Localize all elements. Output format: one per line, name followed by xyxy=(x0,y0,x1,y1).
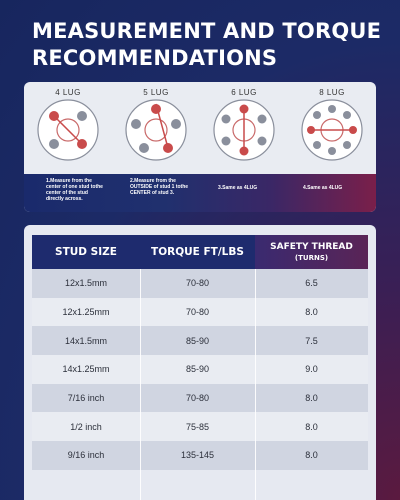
lug-diagram-6: 6 LUG xyxy=(200,82,288,212)
lug-diagram-4: 4 LUG xyxy=(24,82,112,212)
cell-torque: 70-80 xyxy=(185,393,210,404)
column-divider xyxy=(140,269,141,500)
cell-stud-size: 12x1.25mm xyxy=(62,307,110,318)
cell-stud-size: 14x1.5mm xyxy=(64,335,108,346)
cell-safety-thread: 9.0 xyxy=(305,364,318,375)
lug-note-8: 4.Same as 4LUG xyxy=(303,185,343,191)
table-row: 12x1.25mm 70-80 8.0 xyxy=(32,297,368,327)
wheel-5-lug-icon xyxy=(125,99,187,161)
header-safety-thread-label: SAFETY THREAD xyxy=(270,241,353,252)
lug-label: 8 LUG xyxy=(319,88,345,97)
table-header: STUD SIZE TORQUE FT/LBS SAFETY THREAD (T… xyxy=(32,235,368,269)
header-safety-thread: SAFETY THREAD (TURNS) xyxy=(255,235,368,269)
page-title: MEASUREMENT AND TORQUE RECOMMENDATIONS xyxy=(32,18,382,72)
table-row: 14x1.25mm 85-90 9.0 xyxy=(32,355,368,384)
lug-diagram-panel: 4 LUG 5 LUG 6 LUG xyxy=(24,82,376,212)
table-body: 12x1.5mm 70-80 6.5 12x1.25mm 70-80 8.0 1… xyxy=(32,269,368,470)
cell-stud-size: 14x1.25mm xyxy=(62,364,110,375)
cell-torque: 70-80 xyxy=(185,278,210,289)
title-line-2: RECOMMENDATIONS xyxy=(32,46,278,70)
cell-torque: 75-85 xyxy=(185,421,210,432)
cell-stud-size: 9/16 inch xyxy=(67,450,105,461)
lug-diagram-5: 5 LUG xyxy=(112,82,200,212)
cell-safety-thread: 8.0 xyxy=(305,450,318,461)
column-divider xyxy=(255,269,256,500)
header-safety-thread-unit: (TURNS) xyxy=(294,253,329,262)
table-row: 9/16 inch 135-145 8.0 xyxy=(32,441,368,470)
table-row: 14x1.5mm 85-90 7.5 xyxy=(32,326,368,356)
table-row: 1/2 inch 75-85 8.0 xyxy=(32,412,368,442)
lug-label: 4 LUG xyxy=(55,88,81,97)
wheel-6-lug-icon xyxy=(213,99,275,161)
lug-note-5: 2.Measure from the OUTSIDE of stud 1 tot… xyxy=(130,178,189,196)
lug-diagram-8: 8 LUG xyxy=(288,82,376,212)
lug-notes-band xyxy=(24,174,376,212)
torque-table: STUD SIZE TORQUE FT/LBS SAFETY THREAD (T… xyxy=(24,225,376,500)
lug-note-6: 3.Same as 4LUG xyxy=(218,185,258,191)
cell-torque: 70-80 xyxy=(185,307,210,318)
cell-torque: 85-90 xyxy=(185,335,210,346)
cell-stud-size: 1/2 inch xyxy=(70,421,102,432)
cell-stud-size: 12x1.5mm xyxy=(64,278,108,289)
lug-label: 5 LUG xyxy=(143,88,169,97)
cell-safety-thread: 8.0 xyxy=(305,421,318,432)
lug-label: 6 LUG xyxy=(231,88,257,97)
cell-torque: 135-145 xyxy=(180,450,215,461)
cell-safety-thread: 6.5 xyxy=(305,278,318,289)
table-row: 7/16 inch 70-80 8.0 xyxy=(32,383,368,413)
cell-stud-size: 7/16 inch xyxy=(67,393,105,404)
cell-torque: 85-90 xyxy=(185,364,210,375)
wheel-4-lug-icon xyxy=(37,99,99,161)
wheel-8-lug-icon xyxy=(301,99,363,161)
title-line-1: MEASUREMENT AND TORQUE xyxy=(32,19,382,43)
cell-safety-thread: 8.0 xyxy=(305,393,318,404)
header-torque: TORQUE FT/LBS xyxy=(140,235,255,269)
header-stud-size: STUD SIZE xyxy=(32,235,140,269)
cell-safety-thread: 8.0 xyxy=(305,307,318,318)
cell-safety-thread: 7.5 xyxy=(305,335,318,346)
lug-note-4: 1.Measure from the center of one stud to… xyxy=(46,178,103,202)
table-row: 12x1.5mm 70-80 6.5 xyxy=(32,269,368,298)
